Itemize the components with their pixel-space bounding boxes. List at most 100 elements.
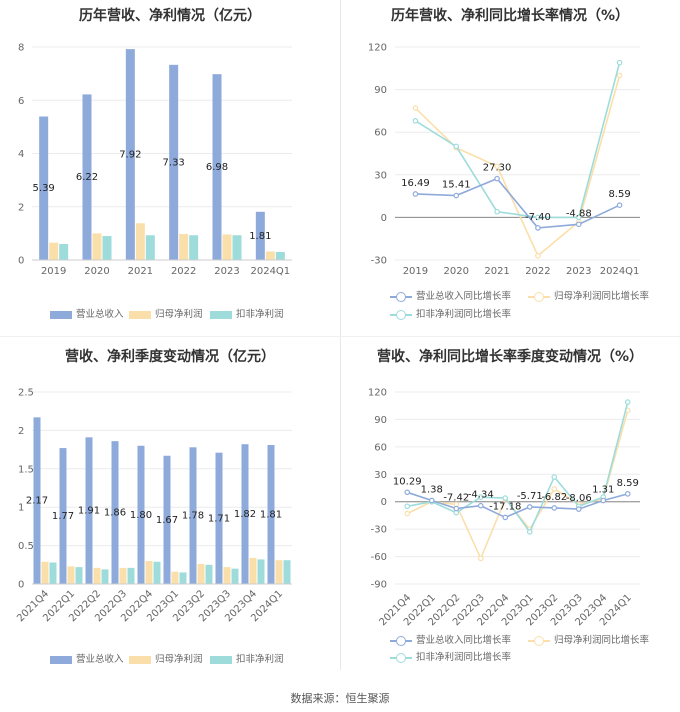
data-label: 7.92 <box>119 150 141 161</box>
data-label: 1.82 <box>234 509 256 520</box>
point-net-profit-growth <box>494 163 500 170</box>
bar-revenue <box>82 94 92 260</box>
legend-item-deducted-profit-growth[interactable]: 扣非净利润同比增长率 <box>390 649 511 663</box>
point-revenue-growth <box>453 505 460 512</box>
data-label: -7.42 <box>443 492 469 503</box>
bar-deducted-profit <box>275 252 285 260</box>
y-tick-label: 0 <box>18 580 24 591</box>
data-label: 5.39 <box>33 183 55 194</box>
data-label: -8.06 <box>566 493 592 504</box>
bar-revenue <box>125 49 135 260</box>
data-label: -17.18 <box>489 501 521 512</box>
bar-net-profit <box>222 234 232 260</box>
x-tick-label: 2023 <box>566 266 591 277</box>
legend-item-deducted-profit-growth[interactable]: 扣非净利润同比增长率 <box>390 306 511 320</box>
bar-net-profit <box>197 564 205 584</box>
chart-legend: 营业总收入 归母净利润 扣非净利润 <box>0 651 340 667</box>
bar-net-profit <box>179 233 189 260</box>
data-label: 1.38 <box>421 484 443 495</box>
chart-plot: 0 2 4 6 8 2019 5.39 2020 6.22 2021 7.92 2022 7.33 202… <box>18 43 292 277</box>
point-revenue-growth <box>600 497 607 504</box>
bar-deducted-profit <box>102 236 112 260</box>
data-label: 1.67 <box>156 515 178 526</box>
point-deducted-profit-growth <box>477 494 484 500</box>
data-label: 27.30 <box>483 163 512 174</box>
bar-net-profit <box>249 557 257 584</box>
point-revenue-growth <box>502 514 509 521</box>
y-tick-label: 4 <box>18 149 24 160</box>
data-label: 8.59 <box>608 189 630 200</box>
data-label: 7.33 <box>163 157 185 168</box>
data-label: 6.22 <box>76 172 98 183</box>
point-revenue-growth <box>428 497 435 504</box>
point-revenue-growth <box>477 502 484 509</box>
y-tick-label: 6 <box>18 96 24 107</box>
bar-revenue <box>241 444 249 584</box>
y-tick-label: 0 <box>381 213 387 224</box>
point-deducted-profit-growth <box>535 214 541 221</box>
legend-item-net-profit-growth[interactable]: 归母净利润同比增长率 <box>528 632 649 646</box>
data-label: 6.98 <box>206 162 228 173</box>
chart-title: 历年营收、净利情况（亿元） <box>79 8 261 24</box>
bar-net-profit <box>119 567 127 584</box>
legend-item-revenue-growth[interactable]: 营业总收入同比增长率 <box>390 288 511 302</box>
chart-plot: -30 0 30 60 90 120 2019 2020 2021 2022 2023 2024Q1 1… <box>368 43 640 277</box>
bar-net-profit <box>93 567 101 584</box>
legend-item-net-profit[interactable]: 归母净利润 <box>129 306 203 320</box>
point-revenue-growth <box>616 202 623 209</box>
bar-deducted-profit <box>257 559 265 584</box>
y-tick-label: 1.5 <box>18 464 34 475</box>
bar-revenue <box>215 452 223 584</box>
bar-net-profit <box>92 233 102 260</box>
data-label: 1.31 <box>592 485 614 496</box>
bar-net-profit <box>41 561 49 584</box>
y-tick-label: 30 <box>374 470 387 481</box>
legend-item-revenue[interactable]: 营业总收入 <box>50 651 124 665</box>
chart-legend: 营业总收入同比增长率 归母净利润同比增长率 扣非净利润同比增长率 <box>340 288 680 324</box>
bar-net-profit <box>171 571 179 584</box>
bar-deducted-profit <box>205 564 213 584</box>
bar-deducted-profit <box>59 244 69 260</box>
point-revenue-growth <box>404 489 411 496</box>
data-label: 16.49 <box>401 178 430 189</box>
horizontal-divider <box>0 336 680 337</box>
y-tick-label: -60 <box>371 552 387 563</box>
bar-revenue <box>85 437 93 584</box>
bar-revenue <box>59 448 67 584</box>
legend-item-revenue-growth[interactable]: 营业总收入同比增长率 <box>390 632 511 646</box>
bar-net-profit <box>223 567 231 584</box>
legend-item-net-profit-growth[interactable]: 归母净利润同比增长率 <box>528 288 649 302</box>
line-revenue-growth <box>415 177 620 229</box>
bar-revenue <box>189 447 197 584</box>
bar-deducted-profit <box>232 235 242 260</box>
bar-net-profit <box>265 251 275 260</box>
bar-deducted-profit <box>283 560 291 584</box>
data-label: 1.91 <box>78 506 100 517</box>
chart-plot: 00.511.522.52021Q42.172022Q11.772022Q21.… <box>15 388 292 624</box>
x-tick-label: 2022 <box>525 266 550 277</box>
x-tick-label: 2022 <box>171 266 196 277</box>
point-net-profit-growth <box>404 510 411 517</box>
bar-deducted-profit <box>231 568 239 584</box>
data-label: 1.80 <box>130 510 152 521</box>
y-tick-label: 30 <box>374 170 387 181</box>
legend-item-revenue[interactable]: 营业总收入 <box>50 306 124 320</box>
point-net-profit-growth <box>551 486 558 492</box>
y-tick-label: 8 <box>18 43 24 54</box>
data-label: 10.29 <box>393 476 422 487</box>
point-deducted-profit-growth <box>502 495 509 501</box>
legend-item-net-profit[interactable]: 归母净利润 <box>129 651 203 665</box>
chart-legend: 营业总收入 归母净利润 扣非净利润 <box>0 306 340 322</box>
point-deducted-profit-growth <box>575 214 582 221</box>
legend-item-deducted-profit[interactable]: 扣非净利润 <box>210 651 284 665</box>
legend-item-deducted-profit[interactable]: 扣非净利润 <box>210 306 284 320</box>
x-tick-label: 2023 <box>214 266 239 277</box>
bar-net-profit <box>67 566 75 584</box>
x-tick-label: 2024Q1 <box>250 266 290 277</box>
point-deducted-profit-growth <box>624 399 631 405</box>
y-tick-label: -90 <box>371 580 387 591</box>
data-label: 1.78 <box>182 511 204 522</box>
quarterly-revenue-profit-chart: 营收、净利季度变动情况（亿元） 0 0.5 1 1.5 2 2.5 2021Q4 2.17 20… <box>0 336 340 672</box>
vertical-divider <box>340 0 341 670</box>
bar-deducted-profit <box>101 569 109 584</box>
